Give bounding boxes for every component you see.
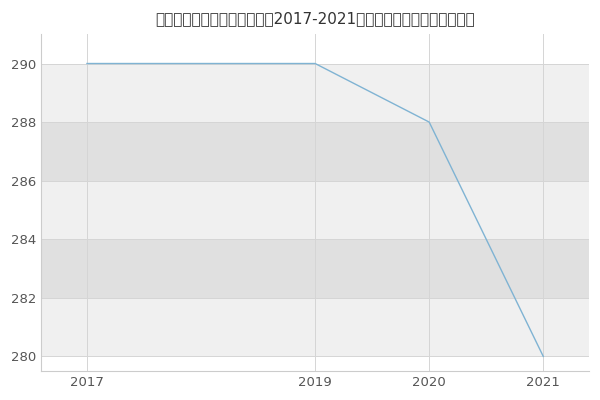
Bar — [41, 122, 589, 181]
Bar — [41, 64, 589, 122]
Bar — [41, 181, 589, 239]
Bar — [41, 34, 589, 64]
Bar — [41, 239, 589, 298]
Title: 太原理工大学数学学院数学（2017-2021历年复试）研究生录取分数线: 太原理工大学数学学院数学（2017-2021历年复试）研究生录取分数线 — [155, 11, 475, 26]
Bar — [41, 298, 589, 356]
